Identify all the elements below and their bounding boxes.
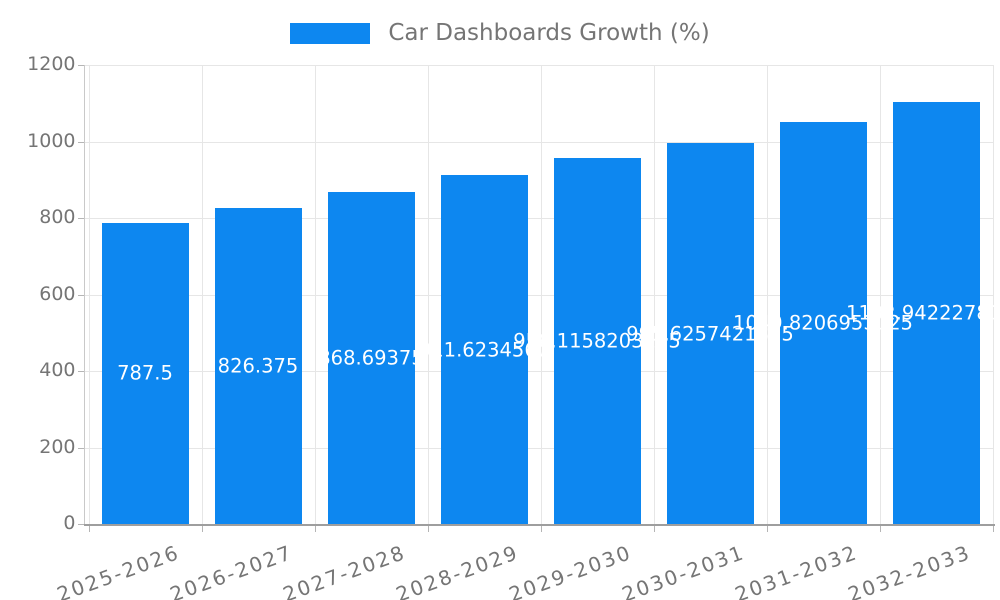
x-tick-label: 2025-2026 (53, 540, 184, 600)
gridline-vertical (88, 65, 90, 524)
x-tick-label: 2026-2027 (166, 540, 297, 600)
bar[interactable] (214, 207, 302, 524)
legend-label: Car Dashboards Growth (%) (388, 20, 710, 46)
x-axis-tick (314, 524, 316, 532)
y-tick-label: 0 (63, 512, 76, 534)
gridline-horizontal (83, 141, 993, 143)
bar[interactable] (553, 158, 641, 524)
x-axis-tick (427, 524, 429, 532)
bar-value-label: 956.1158203125 (513, 329, 681, 353)
y-axis-tick (77, 294, 84, 296)
x-tick-label: 2030-2031 (618, 540, 749, 600)
x-axis-line (83, 524, 995, 526)
x-axis-tick (201, 524, 203, 532)
y-axis-tick (77, 447, 84, 449)
x-tick-label: 2032-2033 (844, 540, 975, 600)
gridline-vertical (879, 65, 881, 524)
y-tick-label: 600 (39, 282, 76, 305)
bar-value-label: 787.5 (117, 361, 173, 385)
bar-value-label: 1049.8206953125 (733, 311, 913, 335)
gridline-vertical (314, 65, 316, 524)
gridline-horizontal (83, 371, 993, 372)
gridline-vertical (201, 65, 203, 524)
gridline-vertical (540, 65, 542, 524)
gridline-horizontal (83, 65, 993, 66)
x-tick-label: 2027-2028 (279, 540, 410, 600)
x-axis-tick (653, 524, 655, 532)
bar[interactable] (440, 175, 528, 524)
x-axis-tick (766, 524, 768, 532)
y-tick-label: 800 (39, 206, 76, 228)
x-axis-tick (879, 524, 881, 532)
gridline-vertical (766, 65, 768, 524)
y-tick-label: 1000 (27, 129, 76, 152)
gridline-vertical (992, 65, 994, 524)
x-axis-tick (540, 524, 542, 532)
gridline-horizontal (83, 294, 993, 296)
y-axis-tick (77, 65, 84, 66)
x-tick-label: 2029-2030 (505, 540, 636, 600)
gridline-horizontal (83, 447, 993, 449)
bar[interactable] (101, 222, 189, 524)
x-tick-label: 2028-2029 (392, 540, 523, 600)
bar-value-label: 1102.9422278125 (846, 301, 1000, 325)
bar-value-label: 911.6234567 (418, 338, 550, 362)
bar[interactable] (779, 122, 867, 524)
y-tick-label: 400 (39, 359, 76, 381)
y-axis-tick (77, 371, 84, 372)
y-axis-line (83, 65, 85, 524)
y-tick-label: 200 (39, 435, 76, 458)
y-tick-label: 1200 (27, 53, 76, 75)
bar[interactable] (666, 143, 754, 524)
legend-item[interactable]: Car Dashboards Growth (%) (0, 20, 1000, 46)
gridline-horizontal (83, 218, 993, 219)
gridline-vertical (427, 65, 429, 524)
bar-value-label: 868.69375 (318, 346, 424, 370)
y-axis-tick (77, 524, 84, 525)
x-tick-label: 2031-2032 (731, 540, 862, 600)
y-axis-tick (77, 218, 84, 219)
bar[interactable] (892, 102, 980, 524)
x-axis-tick (992, 524, 994, 532)
bar[interactable] (327, 191, 415, 524)
legend-swatch (290, 22, 371, 44)
gridline-vertical (653, 65, 655, 524)
bar-value-label: 995.6257421875 (626, 322, 794, 346)
bar-value-label: 826.375 (217, 354, 299, 378)
y-axis-tick (77, 141, 84, 143)
x-axis-tick (88, 524, 90, 532)
